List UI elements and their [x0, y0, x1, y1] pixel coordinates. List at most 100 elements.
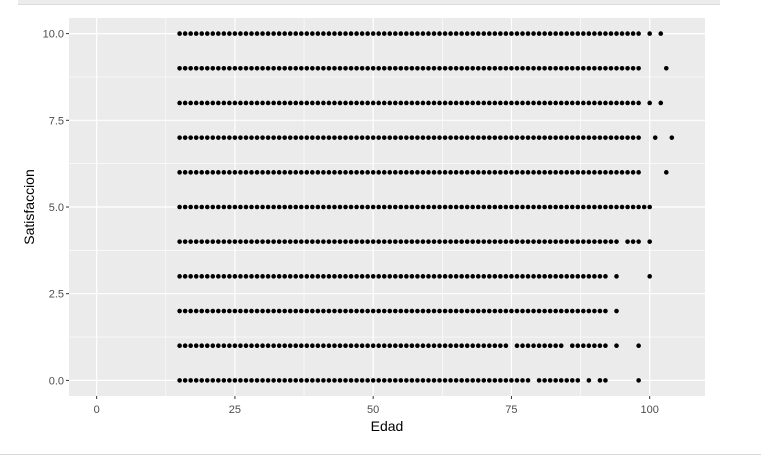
point-y3-x61 [431, 274, 437, 279]
point-y1-x19 [199, 343, 205, 349]
point-y4-x97 [630, 239, 636, 244]
point-y10-x63 [442, 31, 448, 36]
point-y6-x71 [487, 170, 492, 175]
point-y4-x83 [553, 239, 558, 244]
point-y2-x42 [326, 308, 332, 314]
point-y7-x58 [415, 135, 420, 140]
point-y7-x86 [569, 135, 575, 140]
point-y0-x41 [321, 378, 326, 383]
point-y5-x71 [487, 204, 492, 210]
point-y9-x39 [310, 65, 315, 71]
point-y7-x25 [232, 135, 238, 140]
point-y8-x75 [509, 100, 514, 106]
point-y2-x23 [221, 308, 227, 314]
point-y2-x60 [426, 308, 431, 314]
point-y10-x55 [398, 31, 404, 36]
point-y10-x76 [514, 31, 520, 36]
point-y6-x15 [177, 170, 182, 175]
point-y0-x48 [359, 378, 365, 383]
point-y4-x71 [487, 239, 492, 244]
point-y1-x39 [310, 343, 315, 349]
point-y2-x82 [547, 308, 553, 314]
point-y10-x20 [204, 31, 210, 36]
point-y6-x81 [542, 170, 547, 175]
point-y3-x56 [404, 274, 409, 279]
point-y7-x98 [636, 135, 641, 140]
point-y10-x75 [509, 31, 514, 36]
point-y10-x58 [415, 31, 420, 36]
point-y8-x68 [470, 100, 476, 106]
point-y5-x83 [553, 204, 558, 210]
point-y4-x17 [188, 239, 193, 244]
point-y1-x68 [470, 343, 476, 349]
point-y6-x24 [227, 170, 232, 175]
point-y10-x90 [592, 31, 597, 36]
point-y0-x39 [310, 378, 315, 383]
point-y7-x39 [310, 135, 315, 140]
point-y0-x25 [232, 378, 238, 383]
point-y1-x81 [542, 343, 547, 349]
point-y5-x61 [431, 204, 437, 210]
point-y7-x72 [492, 135, 498, 140]
point-y10-x43 [332, 31, 337, 36]
point-y6-x51 [376, 170, 382, 175]
point-y5-x53 [387, 204, 393, 210]
point-y10-x69 [475, 31, 481, 36]
point-y6-x45 [343, 170, 348, 175]
point-y1-x87 [575, 343, 581, 349]
point-y10-x40 [315, 31, 321, 36]
point-y3-x52 [381, 274, 387, 279]
y-axis-ticks: 0.0 2.5 5.0 7.5 10.0 [43, 29, 69, 387]
point-y0-x86 [569, 378, 575, 383]
point-y0-x36 [293, 378, 299, 383]
point-y7-x15 [177, 135, 182, 140]
point-y5-x55 [398, 204, 404, 210]
point-y4-x56 [404, 239, 409, 244]
point-y1-x30 [260, 343, 265, 349]
point-y5-x22 [216, 204, 221, 210]
point-y1-x80 [536, 343, 542, 349]
point-y0-x53 [387, 378, 393, 383]
point-y0-x57 [409, 378, 415, 383]
point-y4-x23 [221, 239, 227, 244]
point-y4-x28 [249, 239, 254, 244]
point-y5-x56 [404, 204, 409, 210]
point-y8-x22 [216, 100, 221, 106]
point-y5-x31 [265, 204, 271, 210]
point-y7-x88 [581, 135, 586, 140]
point-y9-x48 [359, 65, 365, 71]
point-y2-x32 [271, 308, 276, 314]
point-y0-x63 [442, 378, 448, 383]
point-y1-x53 [387, 343, 393, 349]
point-y2-x53 [387, 308, 393, 314]
point-y4-x60 [426, 239, 431, 244]
point-y3-x46 [348, 274, 354, 279]
point-y7-x75 [509, 135, 514, 140]
point-y8-x82 [547, 100, 553, 106]
point-y6-x67 [464, 170, 470, 175]
point-y1-x21 [210, 343, 216, 349]
point-y1-x46 [348, 343, 354, 349]
point-y9-x18 [193, 65, 199, 71]
point-y8-x96 [625, 100, 630, 106]
point-y7-x67 [464, 135, 470, 140]
point-y1-x57 [409, 343, 415, 349]
point-y4-x47 [354, 239, 359, 244]
point-y1-x82 [547, 343, 553, 349]
point-y1-x15 [177, 343, 182, 349]
point-y4-x59 [420, 239, 426, 244]
point-y2-x20 [204, 308, 210, 314]
point-y8-x23 [221, 100, 227, 106]
point-y5-x25 [232, 204, 238, 210]
point-y1-x24 [227, 343, 232, 349]
point-y9-x93 [608, 65, 614, 71]
point-y3-x58 [415, 274, 420, 279]
point-y6-x96 [625, 170, 630, 175]
point-y10-x83 [553, 31, 558, 36]
point-y7-x79 [531, 135, 536, 140]
point-y8-x24 [227, 100, 232, 106]
point-y3-x22 [216, 274, 221, 279]
point-y2-x70 [481, 308, 487, 314]
point-y2-x84 [558, 308, 564, 314]
point-y10-x92 [603, 31, 608, 36]
